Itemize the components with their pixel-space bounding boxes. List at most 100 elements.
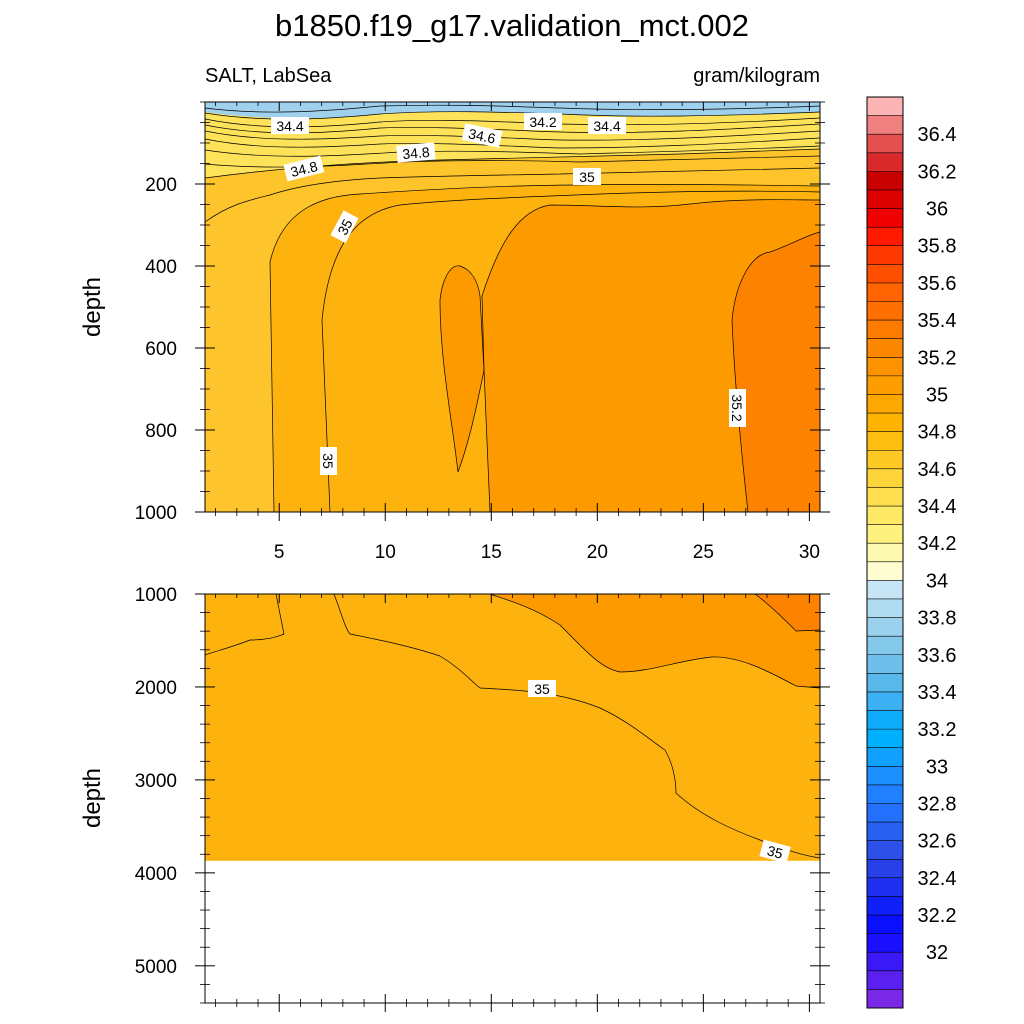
colorbar-label: 35.6: [918, 273, 957, 295]
colorbar-swatch: [867, 375, 903, 395]
contour-label: 35: [334, 216, 356, 237]
colorbar-swatch: [867, 468, 903, 488]
colorbar-swatch: [867, 710, 903, 730]
colorbar-swatch: [867, 970, 903, 990]
top-contour-labels: 34.4 34.2 34.4 34.6 34.8 34.8 35 35 35 3…: [271, 113, 746, 475]
colorbar-label: 35.8: [918, 236, 957, 258]
contour-label: 35: [765, 842, 784, 862]
contour-label: 34.4: [276, 118, 303, 134]
colorbar-swatch: [867, 264, 903, 284]
colorbar-swatch: [867, 357, 903, 377]
bottom-contour-labels: 35 35: [528, 680, 791, 864]
colorbar-swatch: [867, 747, 903, 767]
x-tick-label: 10: [375, 542, 396, 563]
colorbar-swatch: [867, 282, 903, 302]
colorbar-swatch: [867, 859, 903, 879]
bottom-ylabel: depth: [79, 768, 106, 828]
colorbar-swatch: [867, 338, 903, 358]
colorbar-label: 36.2: [918, 161, 957, 183]
y-tick-label: 5000: [135, 957, 177, 978]
colorbar-swatch: [867, 636, 903, 656]
contour-label: 35.2: [729, 394, 745, 421]
x-tick-label: 15: [481, 542, 502, 563]
colorbar-swatch: [867, 784, 903, 804]
colorbar-swatch: [867, 617, 903, 637]
contour-label: 34.6: [467, 125, 497, 146]
colorbar-label: 34.6: [918, 459, 957, 481]
colorbar-swatch: [867, 450, 903, 470]
region-35.2-35.3: [732, 232, 820, 512]
colorbar-swatch: [867, 729, 903, 749]
contour-label: 35: [534, 681, 550, 697]
colorbar-label: 33: [926, 756, 948, 778]
top-subtitle-left: SALT, LabSea: [205, 65, 332, 87]
colorbar-label: 36.4: [918, 124, 957, 146]
colorbar-swatch: [867, 394, 903, 414]
colorbar-swatch: [867, 580, 903, 600]
colorbar: 36.4 36.2 36 35.8 35.6 35.4 35.2 35 34.8 34.6 34.4…: [866, 96, 957, 1009]
top-panel: SALT, LabSea gram/kilogram: [79, 65, 830, 563]
colorbar-swatch: [867, 896, 903, 916]
colorbar-swatch: [867, 654, 903, 674]
colorbar-swatch: [867, 208, 903, 228]
colorbar-swatch: [867, 543, 903, 563]
top-ticks: 5 10 15 20 25 30 200 400 600 800 1000: [135, 101, 830, 563]
top-contour-lines: [205, 104, 820, 512]
y-tick-label: 200: [145, 175, 177, 196]
colorbar-label: 32.8: [918, 793, 957, 815]
figure-title: b1850.f19_g17.validation_mct.002: [275, 8, 749, 43]
colorbar-swatch: [867, 989, 903, 1009]
x-tick-label: 25: [693, 542, 714, 563]
colorbar-swatch: [867, 691, 903, 711]
colorbar-label: 34.2: [918, 533, 957, 555]
y-tick-label: 1000: [135, 503, 177, 524]
colorbar-swatch: [867, 189, 903, 209]
colorbar-label: 33.4: [918, 682, 957, 704]
colorbar-swatch: [867, 673, 903, 693]
colorbar-swatch: [867, 227, 903, 247]
y-tick-label: 2000: [135, 678, 177, 699]
colorbar-swatch: [867, 115, 903, 135]
region-35.1-35.2: [482, 199, 820, 512]
bottom-panel: 35 35 1000 2000 3000 4000 5000 depth: [79, 585, 830, 1012]
y-tick-label: 1000: [135, 585, 177, 606]
colorbar-swatch: [867, 933, 903, 953]
colorbar-swatch: [867, 822, 903, 841]
colorbar-label: 35.2: [918, 347, 957, 369]
colorbar-swatch: [867, 840, 903, 860]
bottom-contour-fill: 35 35: [205, 594, 820, 1003]
colorbar-swatch: [867, 134, 903, 154]
colorbar-frame: [866, 96, 904, 1009]
top-ylabel: depth: [79, 277, 106, 337]
colorbar-label: 33.2: [918, 719, 957, 741]
bottom-contour-lines: [205, 594, 820, 859]
contour-label: 34.8: [402, 144, 431, 162]
colorbar-swatch: [867, 524, 903, 544]
colorbar-swatch: [867, 487, 903, 507]
contour-label: 35: [579, 169, 595, 185]
colorbar-label: 32.2: [918, 905, 957, 927]
colorbar-label: 32.4: [918, 868, 957, 890]
x-tick-label: 30: [799, 542, 820, 563]
colorbar-label: 34: [926, 570, 948, 592]
x-tick-label: 5: [274, 542, 285, 563]
colorbar-swatch: [867, 561, 903, 581]
colorbar-label: 36: [926, 199, 948, 221]
no-data-region: [205, 860, 820, 1003]
y-tick-label: 600: [145, 339, 177, 360]
bottom-ticks: 1000 2000 3000 4000 5000: [135, 585, 830, 1012]
colorbar-swatch: [867, 877, 903, 897]
contour-label: 34.2: [529, 114, 556, 130]
top-contour-fill: 34.4 34.2 34.4 34.6 34.8 34.8 35 35 35 3…: [205, 102, 820, 512]
colorbar-label: 33.6: [918, 645, 957, 667]
colorbar-swatch: [867, 915, 903, 934]
top-subtitle-right: gram/kilogram: [693, 65, 820, 87]
colorbar-swatch: [867, 803, 903, 823]
colorbar-swatch: [867, 506, 903, 525]
colorbar-label: 35.4: [918, 310, 957, 332]
y-tick-label: 400: [145, 257, 177, 278]
contour-label: 35: [320, 453, 336, 469]
region-35.2-35.3: [755, 594, 820, 631]
colorbar-swatch: [867, 245, 903, 265]
